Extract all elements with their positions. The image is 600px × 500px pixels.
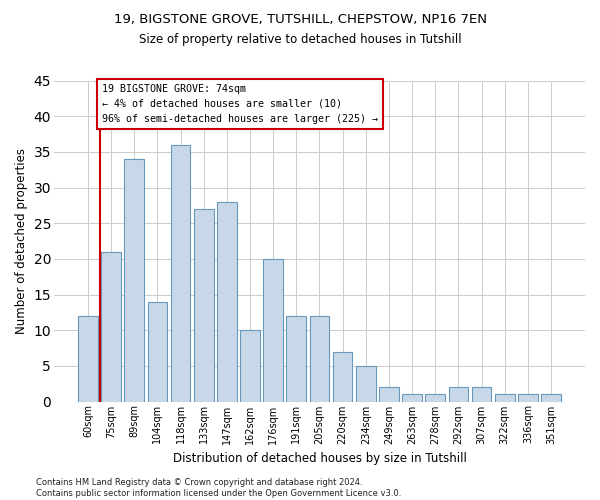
Bar bbox=[541, 394, 561, 402]
Bar bbox=[263, 259, 283, 402]
Bar bbox=[217, 202, 237, 402]
Bar bbox=[124, 159, 144, 402]
X-axis label: Distribution of detached houses by size in Tutshill: Distribution of detached houses by size … bbox=[173, 452, 466, 465]
Bar bbox=[148, 302, 167, 402]
Bar bbox=[518, 394, 538, 402]
Bar bbox=[171, 144, 190, 402]
Bar bbox=[101, 252, 121, 402]
Bar bbox=[495, 394, 515, 402]
Bar bbox=[310, 316, 329, 402]
Text: Contains HM Land Registry data © Crown copyright and database right 2024.
Contai: Contains HM Land Registry data © Crown c… bbox=[36, 478, 401, 498]
Bar bbox=[356, 366, 376, 402]
Bar bbox=[472, 387, 491, 402]
Text: Size of property relative to detached houses in Tutshill: Size of property relative to detached ho… bbox=[139, 32, 461, 46]
Text: 19 BIGSTONE GROVE: 74sqm
← 4% of detached houses are smaller (10)
96% of semi-de: 19 BIGSTONE GROVE: 74sqm ← 4% of detache… bbox=[102, 84, 378, 124]
Bar bbox=[286, 316, 306, 402]
Text: 19, BIGSTONE GROVE, TUTSHILL, CHEPSTOW, NP16 7EN: 19, BIGSTONE GROVE, TUTSHILL, CHEPSTOW, … bbox=[113, 12, 487, 26]
Bar bbox=[449, 387, 468, 402]
Bar bbox=[240, 330, 260, 402]
Bar bbox=[379, 387, 399, 402]
Bar bbox=[194, 209, 214, 402]
Bar bbox=[333, 352, 352, 402]
Bar bbox=[425, 394, 445, 402]
Bar bbox=[78, 316, 98, 402]
Bar bbox=[402, 394, 422, 402]
Y-axis label: Number of detached properties: Number of detached properties bbox=[15, 148, 28, 334]
